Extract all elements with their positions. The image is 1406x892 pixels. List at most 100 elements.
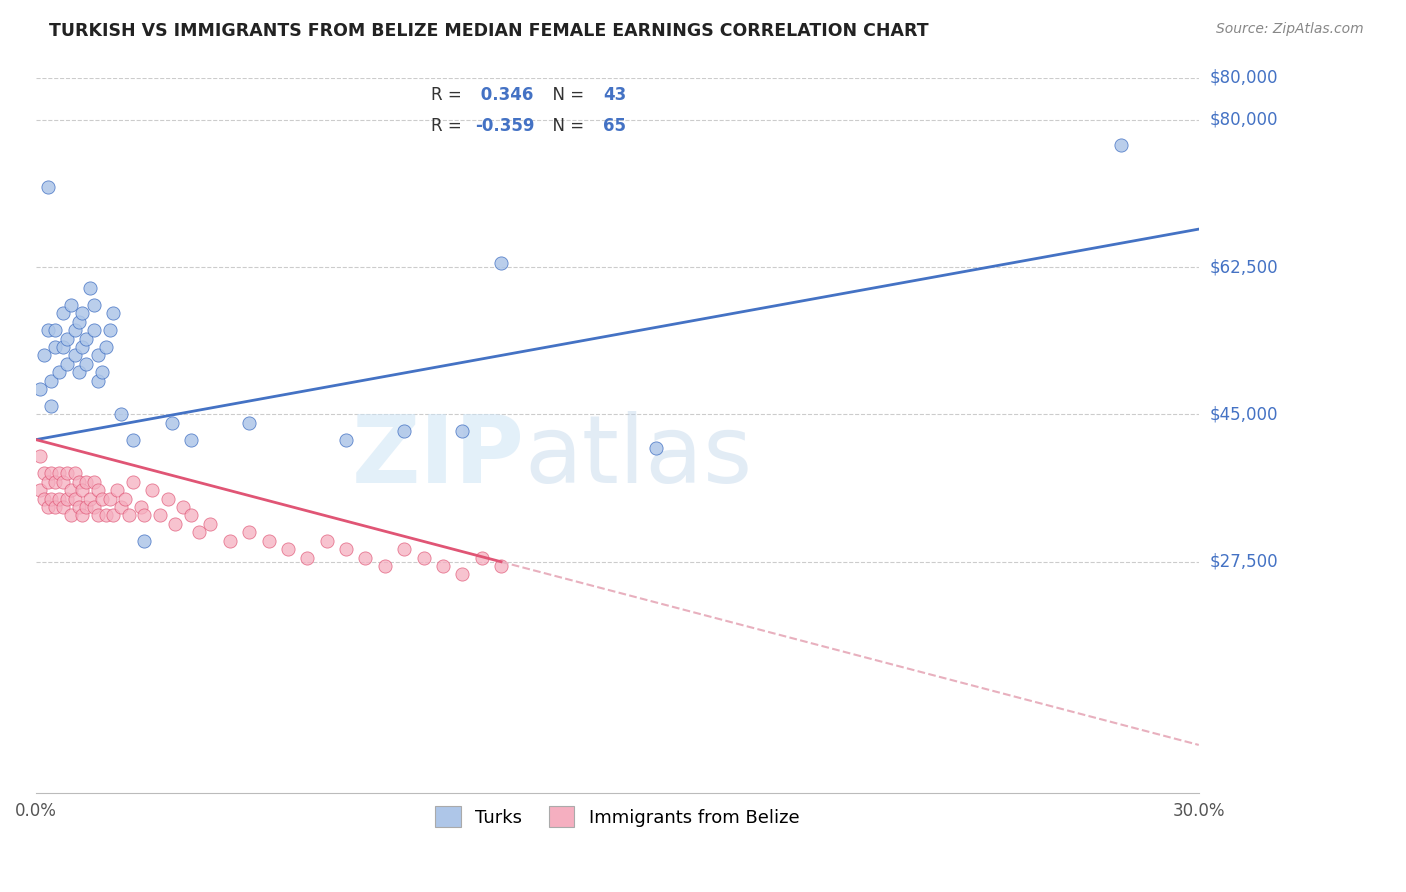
Point (489, 558, 512, 573)
Point (32, 348, 55, 362)
Point (160, 416, 183, 430)
Point (335, 542, 357, 557)
Point (28, 483, 51, 498)
Text: R =: R = (432, 87, 467, 104)
Point (56, 332, 79, 346)
Point (52, 500, 75, 514)
Point (41, 399, 63, 413)
Point (83, 323, 105, 337)
Point (118, 508, 141, 523)
Text: N =: N = (541, 117, 589, 136)
Point (200, 516, 222, 531)
Text: TURKISH VS IMMIGRANTS FROM BELIZE MEDIAN FEMALE EARNINGS CORRELATION CHART: TURKISH VS IMMIGRANTS FROM BELIZE MEDIAN… (49, 22, 929, 40)
Point (56, 357, 79, 371)
Point (451, 567, 474, 582)
Point (451, 424, 474, 438)
Point (56, 467, 79, 481)
Point (32, 491, 55, 506)
Text: ZIP: ZIP (352, 411, 524, 503)
Point (110, 500, 132, 514)
Point (103, 306, 125, 320)
Point (44, 475, 66, 489)
Point (79, 281, 101, 295)
Point (67, 315, 90, 329)
Point (59, 483, 82, 498)
Point (277, 542, 299, 557)
Point (83, 500, 105, 514)
Point (257, 533, 280, 548)
Point (72, 508, 94, 523)
Point (52, 340, 75, 354)
Text: Source: ZipAtlas.com: Source: ZipAtlas.com (1216, 22, 1364, 37)
Point (315, 533, 337, 548)
Point (28, 382, 51, 396)
Text: 65: 65 (603, 117, 627, 136)
Point (59, 298, 82, 312)
Point (75, 357, 97, 371)
Point (72, 340, 94, 354)
Point (471, 550, 494, 565)
Point (335, 433, 357, 447)
Point (72, 483, 94, 498)
Point (432, 558, 454, 573)
Point (392, 424, 415, 438)
Point (41, 467, 63, 481)
Text: atlas: atlas (524, 411, 752, 503)
Point (75, 500, 97, 514)
Point (141, 483, 163, 498)
Point (354, 550, 377, 565)
Point (238, 525, 260, 540)
Point (63, 348, 86, 362)
Point (156, 491, 179, 506)
Point (149, 508, 172, 523)
Point (180, 508, 202, 523)
Point (121, 475, 143, 489)
Point (489, 256, 512, 270)
Text: 0.346: 0.346 (475, 87, 534, 104)
Point (48, 467, 70, 481)
Point (187, 525, 209, 540)
Point (48, 365, 70, 379)
Point (94, 340, 117, 354)
Point (59, 508, 82, 523)
Point (90, 491, 112, 506)
Point (48, 491, 70, 506)
Point (374, 558, 396, 573)
Point (44, 500, 66, 514)
Point (392, 542, 415, 557)
Point (37, 323, 59, 337)
Point (645, 441, 668, 455)
Point (75, 475, 97, 489)
Point (98, 323, 121, 337)
Point (79, 491, 101, 506)
Point (37, 475, 59, 489)
Text: 43: 43 (603, 87, 627, 104)
Point (94, 508, 117, 523)
Point (121, 433, 143, 447)
Text: $45,000: $45,000 (1211, 405, 1278, 424)
Text: $27,500: $27,500 (1211, 553, 1278, 571)
Point (83, 298, 105, 312)
Point (63, 467, 86, 481)
Point (63, 491, 86, 506)
Point (41, 374, 63, 388)
Point (41, 491, 63, 506)
Point (129, 500, 152, 514)
Point (67, 365, 90, 379)
Text: N =: N = (541, 87, 589, 104)
Point (87, 508, 110, 523)
Point (28, 450, 51, 464)
Point (90, 365, 112, 379)
Point (98, 491, 121, 506)
Point (134, 533, 156, 548)
Point (37, 180, 59, 194)
Point (87, 483, 110, 498)
Point (75, 332, 97, 346)
Point (87, 374, 110, 388)
Text: $80,000: $80,000 (1211, 69, 1278, 87)
Point (72, 306, 94, 320)
Point (44, 323, 66, 337)
Point (105, 483, 128, 498)
Point (52, 306, 75, 320)
Point (83, 475, 105, 489)
